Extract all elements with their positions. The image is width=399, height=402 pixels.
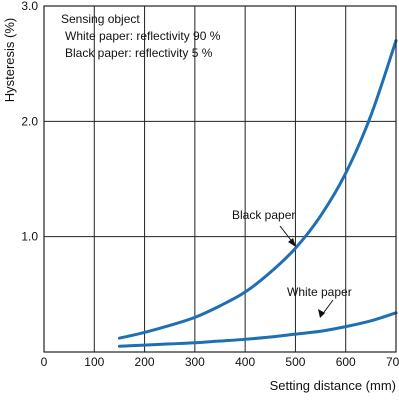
- black-paper-arrow-head: [288, 238, 296, 247]
- x-tick-label-100: 100: [84, 355, 104, 369]
- x-tick-label-400: 400: [235, 355, 255, 369]
- x-tick-label-500: 500: [285, 355, 305, 369]
- x-tick-label-0: 0: [41, 355, 48, 369]
- grid: [44, 6, 396, 352]
- y-tick-label-1.0: 1.0: [21, 230, 38, 244]
- plot-border: [43, 5, 397, 353]
- tick-labels: 0 100 200 300 400 500 600 700 1.0 2.0 3.0: [21, 0, 399, 369]
- legend-line-white: White paper: reflectivity 90 %: [65, 29, 221, 43]
- label-arrows: [279, 225, 334, 318]
- series-line-white-paper: [117, 311, 398, 348]
- white-paper-arrow-head: [318, 309, 325, 318]
- x-axis-label: Setting distance (mm): [270, 378, 396, 393]
- white-paper-label: White paper: [287, 285, 352, 299]
- legend-line-black: Black paper: reflectivity 5 %: [65, 46, 213, 60]
- y-tick-label-3.0: 3.0: [21, 0, 38, 13]
- plot-frame: [43, 5, 397, 353]
- y-tick-label-2.0: 2.0: [21, 114, 38, 128]
- series-line-black-paper: [117, 39, 398, 340]
- x-tick-label-200: 200: [135, 355, 155, 369]
- x-tick-label-300: 300: [185, 355, 205, 369]
- legend-title: Sensing object: [61, 12, 140, 26]
- x-tick-label-700: 700: [386, 355, 399, 369]
- black-paper-label: Black paper: [232, 208, 295, 222]
- x-tick-label-600: 600: [336, 355, 356, 369]
- series-curves: [117, 39, 398, 348]
- y-axis-label: Hysteresis (%): [2, 18, 17, 103]
